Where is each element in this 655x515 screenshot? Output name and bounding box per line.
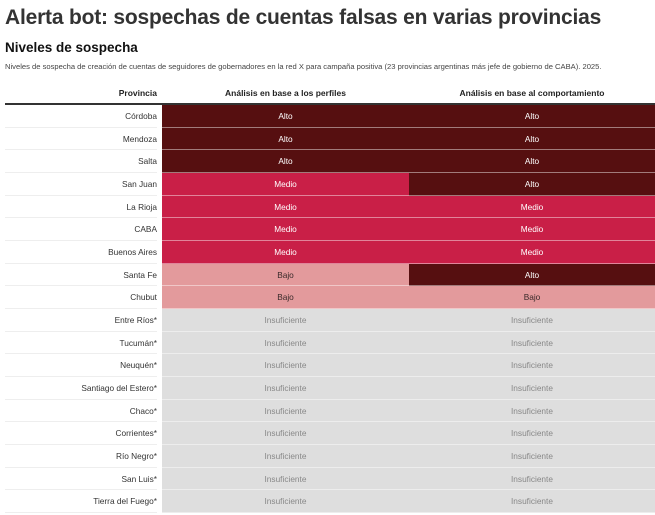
perfiles-level-cell: Insuficiente	[162, 422, 409, 445]
table-row: Río Negro* Insuficiente Insuficiente	[5, 444, 655, 468]
comportamiento-level-cell: Insuficiente	[409, 399, 655, 423]
table-header: Provincia Análisis en base a los perfile…	[5, 84, 655, 105]
comportamiento-level-cell: Medio	[409, 218, 655, 241]
table-row: Santa Fe Bajo Alto	[5, 263, 655, 287]
province-cell: San Juan	[5, 173, 157, 196]
table-row: Mendoza Alto Alto	[5, 127, 655, 151]
province-cell: Santa Fe	[5, 264, 157, 287]
column-header-provincia[interactable]: Provincia	[118, 88, 157, 98]
comportamiento-level-cell: Insuficiente	[409, 331, 655, 355]
province-cell: Entre Ríos*	[5, 309, 157, 332]
perfiles-level-cell: Medio	[162, 240, 409, 264]
table-row: Neuquén* Insuficiente Insuficiente	[5, 354, 655, 377]
perfiles-level-cell: Insuficiente	[162, 354, 409, 377]
comportamiento-level-cell: Insuficiente	[409, 354, 655, 377]
province-cell: Mendoza	[5, 128, 157, 151]
comportamiento-level-cell: Insuficiente	[409, 444, 655, 468]
perfiles-level-cell: Insuficiente	[162, 467, 409, 491]
province-cell: Corrientes*	[5, 422, 157, 445]
perfiles-level-cell: Medio	[162, 218, 409, 241]
comportamiento-level-cell: Alto	[409, 127, 655, 151]
province-cell: Tucumán*	[5, 332, 157, 355]
table-row: Córdoba Alto Alto	[5, 105, 655, 128]
comportamiento-level-cell: Bajo	[409, 286, 655, 309]
chart-subtitle: Niveles de sospecha	[5, 40, 138, 55]
table-row: Corrientes* Insuficiente Insuficiente	[5, 422, 655, 445]
table-row: Buenos Aires Medio Medio	[5, 240, 655, 264]
province-cell: Salta	[5, 150, 157, 173]
table-row: La Rioja Medio Medio	[5, 195, 655, 219]
column-header-comportamiento[interactable]: Análisis en base al comportamiento	[459, 88, 605, 98]
province-cell: Santiago del Estero*	[5, 377, 157, 400]
comportamiento-level-cell: Insuficiente	[409, 467, 655, 491]
perfiles-level-cell: Bajo	[162, 263, 409, 287]
comportamiento-level-cell: Alto	[409, 263, 655, 287]
perfiles-level-cell: Insuficiente	[162, 444, 409, 468]
table-row: Chubut Bajo Bajo	[5, 286, 655, 309]
perfiles-level-cell: Insuficiente	[162, 490, 409, 513]
chart-title: Alerta bot: sospechas de cuentas falsas …	[5, 6, 602, 29]
table-row: Entre Ríos* Insuficiente Insuficiente	[5, 308, 655, 332]
province-cell: CABA	[5, 218, 157, 241]
perfiles-level-cell: Alto	[162, 150, 409, 173]
province-cell: Chaco*	[5, 400, 157, 423]
table-row: Chaco* Insuficiente Insuficiente	[5, 399, 655, 423]
table-row: San Juan Medio Alto	[5, 172, 655, 196]
province-cell: Neuquén*	[5, 354, 157, 377]
comportamiento-level-cell: Medio	[409, 240, 655, 264]
province-cell: Río Negro*	[5, 445, 157, 468]
chart-description: Niveles de sospecha de creación de cuent…	[5, 62, 602, 71]
perfiles-level-cell: Alto	[162, 127, 409, 151]
comportamiento-level-cell: Alto	[409, 150, 655, 173]
province-cell: Chubut	[5, 286, 157, 309]
comportamiento-level-cell: Insuficiente	[409, 308, 655, 332]
comportamiento-level-cell: Insuficiente	[409, 422, 655, 445]
perfiles-level-cell: Medio	[162, 172, 409, 196]
table-row: CABA Medio Medio	[5, 218, 655, 241]
perfiles-level-cell: Insuficiente	[162, 399, 409, 423]
table-row: Tucumán* Insuficiente Insuficiente	[5, 331, 655, 355]
table-row: Santiago del Estero* Insuficiente Insufici…	[5, 376, 655, 400]
province-cell: La Rioja	[5, 196, 157, 219]
province-cell: San Luis*	[5, 468, 157, 491]
table-row: Tierra del Fuego* Insuficiente Insuficient…	[5, 490, 655, 513]
comportamiento-level-cell: Medio	[409, 195, 655, 219]
perfiles-level-cell: Insuficiente	[162, 331, 409, 355]
perfiles-level-cell: Alto	[162, 105, 409, 128]
table-row: San Luis* Insuficiente Insuficiente	[5, 467, 655, 491]
comportamiento-level-cell: Insuficiente	[409, 376, 655, 400]
perfiles-level-cell: Medio	[162, 195, 409, 219]
comportamiento-level-cell: Alto	[409, 105, 655, 128]
province-cell: Buenos Aires	[5, 241, 157, 264]
province-cell: Córdoba	[5, 105, 157, 128]
perfiles-level-cell: Insuficiente	[162, 376, 409, 400]
province-cell: Tierra del Fuego*	[5, 490, 157, 513]
column-header-perfiles[interactable]: Análisis en base a los perfiles	[225, 88, 346, 98]
suspicion-table: Provincia Análisis en base a los perfile…	[5, 84, 655, 513]
table-body: Córdoba Alto Alto Mendoza Alto Alto Salta Alto A…	[5, 105, 655, 513]
table-row: Salta Alto Alto	[5, 150, 655, 173]
comportamiento-level-cell: Alto	[409, 172, 655, 196]
perfiles-level-cell: Insuficiente	[162, 308, 409, 332]
perfiles-level-cell: Bajo	[162, 286, 409, 309]
comportamiento-level-cell: Insuficiente	[409, 490, 655, 513]
